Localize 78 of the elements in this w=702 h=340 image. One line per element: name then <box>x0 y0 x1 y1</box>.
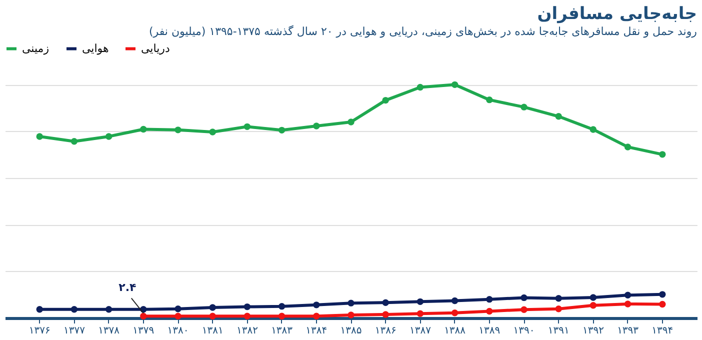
point <box>451 81 458 88</box>
point <box>555 113 562 120</box>
point <box>624 144 632 150</box>
point <box>174 312 182 320</box>
point <box>140 126 147 133</box>
x-tick-label: ۱۳۹۱ <box>548 326 570 336</box>
point <box>486 308 493 315</box>
x-tick-label: ۱۳۸۳ <box>271 326 294 336</box>
x-tick-label: ۱۳۹۰ <box>513 326 535 336</box>
point <box>244 303 251 310</box>
point <box>70 138 78 145</box>
point <box>520 294 528 302</box>
point <box>209 128 216 136</box>
x-tick-label: ۱۳۸۲ <box>236 326 258 336</box>
point <box>278 126 286 134</box>
point <box>659 151 666 158</box>
x-tick-label: ۱۳۸۹ <box>478 326 500 336</box>
chart-title: جابه‌جایی مسافران <box>537 4 697 24</box>
point <box>416 84 424 91</box>
x-tick-label: ۱۳۷۷ <box>63 326 86 336</box>
point <box>486 96 493 104</box>
point <box>382 299 389 306</box>
point <box>348 312 354 318</box>
point <box>659 291 666 298</box>
point <box>174 306 182 312</box>
point <box>36 133 43 140</box>
x-tick-label: ۱۳۸۶ <box>374 326 396 336</box>
x-tick-label: ۱۳۹۳ <box>617 326 640 336</box>
chart-subtitle: روند حمل و نقل مسافرهای جابه‌جا شده در بخش‌های زمینی، دریایی و هوایی در ۲۰ سال گذشته ۱۳۷۵-۱۳۹۵ (میلیون نفر) <box>148 25 697 38</box>
point <box>382 311 389 318</box>
x-tick-label: ۱۳۸۵ <box>340 326 362 336</box>
point <box>105 133 112 140</box>
point <box>105 306 112 313</box>
x-tick-label: ۱۳۹۴ <box>652 326 674 336</box>
point <box>590 126 597 133</box>
point <box>382 96 389 104</box>
point <box>555 295 562 302</box>
point <box>313 122 320 130</box>
point <box>416 298 424 306</box>
x-tick-label: ۱۳۸۴ <box>306 326 328 336</box>
x-tick-label: ۱۳۸۱ <box>202 326 224 336</box>
point <box>416 310 424 317</box>
x-tick-label: ۱۳۷۹ <box>132 326 154 336</box>
point <box>451 310 458 316</box>
point <box>659 300 666 308</box>
point <box>244 312 251 320</box>
point <box>624 292 632 298</box>
x-tick-label: ۱۳۸۸ <box>444 326 466 336</box>
annotation: ۲.۴ <box>118 281 136 294</box>
point <box>209 304 216 311</box>
point <box>348 118 354 126</box>
point <box>624 300 632 308</box>
point <box>244 123 251 130</box>
legend-label: دریایی <box>141 42 170 55</box>
point <box>520 104 528 110</box>
x-tick-label: ۱۳۷۶ <box>28 326 50 336</box>
point <box>451 297 458 304</box>
point <box>348 300 354 306</box>
point <box>209 312 216 320</box>
point <box>313 302 320 308</box>
point <box>486 296 493 303</box>
legend-label: زمینی <box>22 42 50 55</box>
point <box>278 302 286 310</box>
point <box>174 126 182 134</box>
legend-label: هوایی <box>82 42 109 55</box>
point <box>140 312 147 320</box>
point <box>590 302 597 309</box>
point <box>278 312 286 320</box>
point <box>70 306 78 313</box>
x-tick-label: ۱۳۹۲ <box>582 326 604 336</box>
point <box>313 312 320 320</box>
x-tick-label: ۱۳۷۸ <box>98 326 120 336</box>
point <box>555 306 562 312</box>
point <box>36 306 43 313</box>
point <box>520 306 528 313</box>
x-tick-label: ۱۳۸۰ <box>167 326 189 336</box>
point <box>590 294 597 301</box>
x-tick-label: ۱۳۸۷ <box>409 326 432 336</box>
